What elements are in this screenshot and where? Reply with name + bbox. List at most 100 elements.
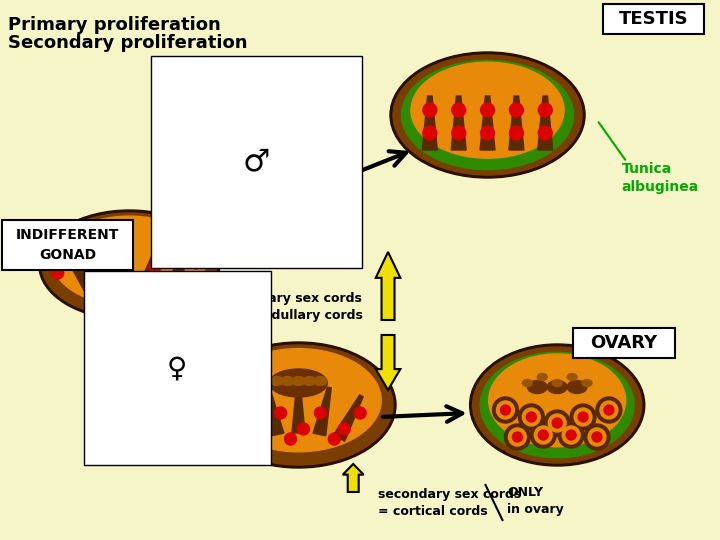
- Polygon shape: [93, 242, 114, 285]
- Ellipse shape: [292, 376, 305, 386]
- Ellipse shape: [201, 342, 396, 468]
- Ellipse shape: [480, 352, 634, 458]
- Circle shape: [258, 423, 269, 435]
- FancyBboxPatch shape: [573, 328, 675, 358]
- Circle shape: [539, 126, 552, 140]
- Ellipse shape: [582, 380, 592, 387]
- Circle shape: [604, 405, 614, 415]
- Text: ONLY
in ovary: ONLY in ovary: [508, 486, 564, 516]
- FancyArrow shape: [376, 252, 400, 320]
- Circle shape: [86, 277, 97, 289]
- Circle shape: [66, 244, 78, 256]
- Circle shape: [149, 261, 161, 273]
- Circle shape: [165, 287, 177, 299]
- Circle shape: [328, 433, 341, 445]
- Circle shape: [600, 401, 618, 419]
- Polygon shape: [266, 387, 284, 436]
- Text: OVARY: OVARY: [590, 334, 657, 352]
- Circle shape: [175, 277, 187, 289]
- Circle shape: [315, 407, 326, 419]
- Circle shape: [228, 417, 240, 429]
- Polygon shape: [121, 239, 134, 281]
- Circle shape: [513, 432, 522, 442]
- Circle shape: [562, 426, 580, 444]
- Circle shape: [558, 422, 584, 448]
- Circle shape: [274, 407, 287, 419]
- Circle shape: [518, 404, 544, 430]
- Circle shape: [508, 428, 526, 446]
- Text: INDIFFERENT
GONAD: INDIFFERENT GONAD: [16, 228, 120, 262]
- Ellipse shape: [204, 345, 393, 465]
- Circle shape: [539, 103, 552, 117]
- Text: TESTIS: TESTIS: [619, 10, 688, 28]
- Text: secondary sex cords
= cortical cords: secondary sex cords = cortical cords: [378, 488, 521, 518]
- Circle shape: [243, 397, 255, 409]
- Circle shape: [284, 433, 297, 445]
- FancyArrow shape: [343, 464, 364, 492]
- Circle shape: [423, 103, 437, 117]
- Circle shape: [480, 126, 495, 140]
- Ellipse shape: [527, 381, 547, 394]
- FancyBboxPatch shape: [603, 4, 704, 34]
- Circle shape: [539, 430, 548, 440]
- Circle shape: [130, 277, 141, 289]
- Polygon shape: [64, 252, 95, 291]
- Circle shape: [451, 103, 466, 117]
- Polygon shape: [451, 96, 466, 150]
- Circle shape: [510, 126, 523, 140]
- Ellipse shape: [303, 376, 316, 386]
- Circle shape: [497, 401, 514, 419]
- Ellipse shape: [411, 62, 564, 158]
- Circle shape: [526, 412, 536, 422]
- FancyArrow shape: [376, 335, 400, 390]
- Circle shape: [584, 424, 610, 450]
- Text: Secondary proliferation: Secondary proliferation: [8, 34, 248, 52]
- Ellipse shape: [53, 216, 206, 306]
- Circle shape: [522, 408, 540, 426]
- Ellipse shape: [567, 374, 577, 381]
- Circle shape: [338, 423, 350, 435]
- Ellipse shape: [393, 55, 582, 175]
- Ellipse shape: [537, 374, 547, 381]
- Ellipse shape: [216, 349, 381, 452]
- Text: Tunica
albuginea: Tunica albuginea: [622, 162, 699, 194]
- Ellipse shape: [281, 376, 294, 386]
- Polygon shape: [234, 395, 264, 441]
- Circle shape: [297, 423, 310, 435]
- Circle shape: [500, 405, 510, 415]
- Ellipse shape: [270, 376, 283, 386]
- Circle shape: [510, 103, 523, 117]
- Ellipse shape: [390, 52, 585, 178]
- Circle shape: [190, 257, 202, 269]
- Circle shape: [505, 424, 531, 450]
- Ellipse shape: [269, 369, 328, 397]
- Ellipse shape: [402, 60, 574, 170]
- Polygon shape: [509, 96, 524, 150]
- Circle shape: [480, 103, 495, 117]
- Ellipse shape: [469, 344, 644, 466]
- Circle shape: [544, 410, 570, 436]
- Ellipse shape: [472, 347, 642, 463]
- Circle shape: [578, 412, 588, 422]
- Circle shape: [105, 261, 117, 273]
- Circle shape: [548, 414, 566, 432]
- Ellipse shape: [547, 381, 567, 394]
- Circle shape: [451, 126, 466, 140]
- Circle shape: [354, 407, 366, 419]
- Ellipse shape: [42, 213, 217, 317]
- Polygon shape: [292, 385, 305, 433]
- Circle shape: [574, 408, 592, 426]
- Text: ♂: ♂: [243, 147, 271, 177]
- Circle shape: [492, 397, 518, 423]
- Circle shape: [592, 432, 602, 442]
- Ellipse shape: [567, 381, 587, 394]
- Circle shape: [570, 404, 596, 430]
- Polygon shape: [313, 387, 331, 436]
- Circle shape: [52, 267, 63, 279]
- Polygon shape: [162, 252, 193, 291]
- Circle shape: [531, 422, 556, 448]
- Text: Primary proliferation: Primary proliferation: [8, 16, 221, 34]
- Ellipse shape: [489, 354, 626, 447]
- Polygon shape: [538, 96, 553, 150]
- Ellipse shape: [522, 380, 532, 387]
